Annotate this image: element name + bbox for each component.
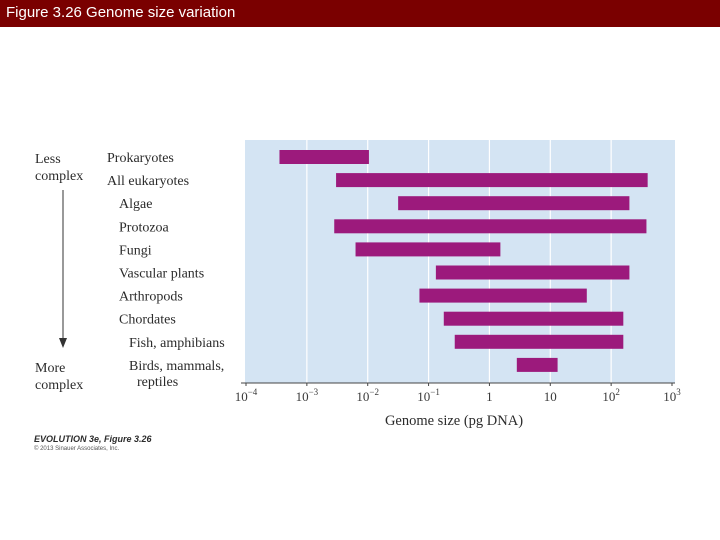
bar-all-eukaryotes [336,173,648,188]
tick-label: 10−3 [296,387,319,404]
bars [279,150,648,372]
title-bar: Figure 3.26 Genome size variation [0,0,720,27]
row-label: Vascular plants [119,267,204,282]
bar-protozoa [334,219,647,234]
more-complex-label: More [35,361,65,376]
row-label: Arthropods [119,290,183,305]
x-axis-title: Genome size (pg DNA) [385,413,523,429]
tick-label: 1 [486,389,493,404]
bar-prokaryotes [279,150,369,164]
figure-caption: EVOLUTION 3e, Figure 3.26 [34,434,152,444]
slide-title: Figure 3.26 Genome size variation [6,4,236,21]
row-label: Algae [119,197,152,212]
tick-label: 10−2 [356,387,379,404]
x-ticks: 10−4 10−3 10−2 10−1 1 10 102 103 [235,383,681,404]
tick-label: 10−1 [417,387,440,404]
row-label: Chordates [119,313,176,328]
more-complex-label: complex [35,378,83,393]
less-complex-label: complex [35,169,83,184]
less-complex-label: Less [35,152,61,167]
row-label: Prokaryotes [107,151,174,166]
bar-chordates [443,311,624,326]
row-label: Fish, amphibians [129,336,225,351]
bar-arthropods [419,288,587,303]
tick-label: 102 [602,387,620,404]
tick-label: 103 [663,387,681,404]
tick-label: 10 [544,389,557,404]
complexity-scale: Less complex More complex [35,152,83,393]
tick-label: 10−4 [235,387,258,404]
bar-vascular-plants [435,265,630,280]
figure-copyright: © 2013 Sinauer Associates, Inc. [34,446,120,452]
row-label: Birds, mammals, [129,359,224,374]
bar-algae [398,196,630,211]
row-labels: Prokaryotes All eukaryotes Algae Protozoa Fu… [107,151,225,390]
row-label: Protozoa [119,220,170,235]
bar-fish-amphibians [454,334,624,349]
row-label: reptiles [137,375,178,390]
complexity-arrow-head [59,338,67,348]
bar-birds-mammals-reptiles [516,357,558,372]
bar-fungi [355,242,501,257]
row-label: Fungi [119,243,152,258]
row-label: All eukaryotes [107,174,189,189]
